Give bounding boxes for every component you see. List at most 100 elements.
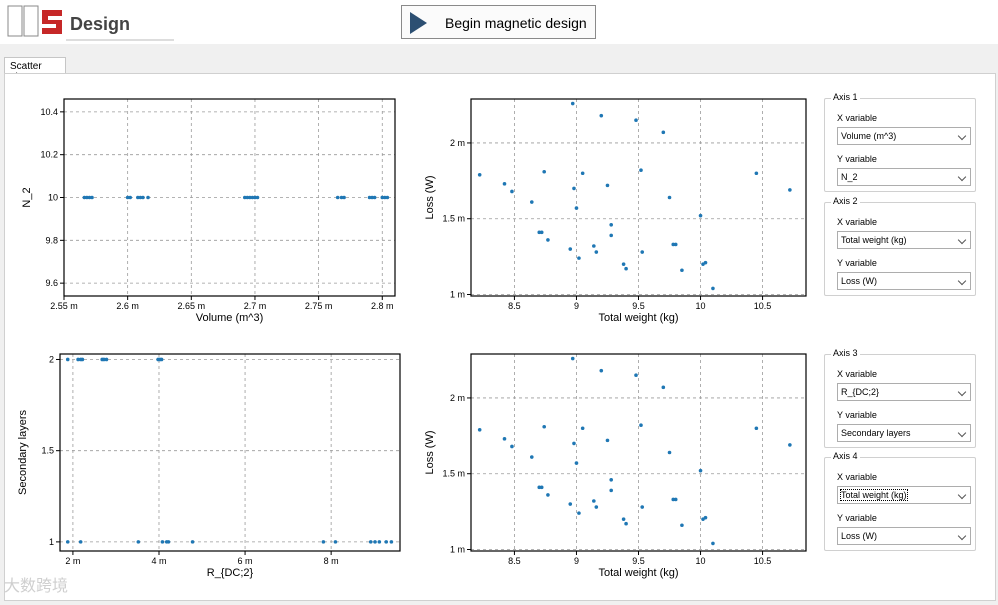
data-point (673, 242, 678, 247)
data-point (609, 222, 614, 227)
data-point (65, 357, 70, 362)
data-point (542, 424, 547, 429)
plot-frame (470, 98, 807, 297)
data-point (539, 485, 544, 490)
x-tick-label: 8.5 (508, 556, 521, 566)
data-point (624, 521, 628, 526)
data-point (572, 186, 576, 191)
x-variable-select[interactable]: Total weight (kg) (837, 231, 971, 249)
data-point (128, 195, 132, 200)
data-point (711, 286, 715, 291)
y-tick-label: 10 (48, 193, 58, 203)
data-point (477, 172, 482, 177)
data-point (621, 517, 626, 521)
begin-magnetic-design-button[interactable]: Begin magnetic design (401, 5, 596, 39)
x-variable-value: Total weight (kg) (840, 489, 908, 501)
x-tick-label: 4 m (151, 556, 166, 566)
data-point (703, 515, 708, 520)
x-variable-select[interactable]: Volume (m^3) (837, 127, 971, 145)
axis-group-1: Axis 1 X variable Volume (m^3) Y variable N_… (824, 92, 976, 192)
x-variable-select[interactable]: Total weight (kg) (837, 486, 971, 504)
data-point (333, 540, 338, 544)
data-point (698, 213, 703, 218)
data-point (570, 356, 575, 361)
axis-group-2: Axis 2 X variable Total weight (kg) Y varia… (824, 196, 976, 296)
data-point (634, 118, 638, 123)
x-tick-label: 9 (574, 556, 579, 566)
y-tick-label: 2 m (450, 138, 465, 148)
data-point (639, 168, 643, 173)
data-point (253, 195, 257, 200)
y-tick-label: 10.2 (40, 150, 58, 160)
data-point (125, 195, 130, 200)
data-point (339, 195, 344, 200)
y-variable-select[interactable]: Loss (W) (837, 272, 971, 290)
data-point (477, 427, 482, 432)
data-point (680, 268, 684, 273)
data-point (367, 195, 372, 200)
x-axis-label: Total weight (kg) (598, 567, 678, 579)
y-variable-value: Loss (W) (841, 276, 877, 286)
data-point (568, 502, 573, 506)
data-point (572, 441, 576, 446)
data-point (667, 195, 672, 200)
y-variable-select[interactable]: Secondary layers (837, 424, 971, 442)
data-point (383, 195, 387, 200)
y-tick-label: 1 (49, 537, 54, 547)
data-point (609, 488, 614, 493)
y-tick-label: 9.8 (45, 235, 58, 245)
data-point (76, 357, 80, 362)
data-point (671, 242, 676, 247)
x-tick-label: 2.7 m (244, 301, 267, 311)
data-point (370, 195, 374, 200)
x-axis-label: Volume (m^3) (196, 312, 264, 324)
data-point (680, 523, 684, 528)
axis-group-title: Axis 4 (831, 451, 860, 461)
plot-area (60, 354, 400, 551)
data-point (368, 540, 373, 544)
data-point (592, 244, 596, 248)
x-tick-label: 9.5 (632, 556, 645, 566)
data-point (580, 426, 585, 431)
data-point (250, 195, 255, 200)
data-point (788, 188, 792, 192)
y-tick-label: 1.5 m (442, 469, 465, 479)
data-point (577, 511, 581, 515)
y-variable-select[interactable]: N_2 (837, 168, 971, 186)
data-point (537, 230, 542, 235)
x-tick-label: 2.8 m (371, 301, 394, 311)
data-point (577, 256, 581, 260)
data-point (788, 443, 792, 447)
y-variable-select[interactable]: Loss (W) (837, 527, 971, 545)
data-point (599, 368, 604, 373)
x-tick-label: 2.65 m (178, 301, 206, 311)
data-point (510, 444, 514, 449)
data-point (141, 195, 145, 200)
x-tick-label: 9.5 (632, 301, 645, 311)
data-point (703, 260, 708, 265)
y-tick-label: 1 m (450, 289, 465, 299)
app-logo (7, 5, 174, 41)
x-tick-label: 6 m (238, 556, 253, 566)
x-variable-value: R_{DC;2} (841, 387, 880, 397)
data-point (372, 195, 377, 200)
data-point (245, 195, 250, 200)
x-variable-select[interactable]: R_{DC;2} (837, 383, 971, 401)
data-point (138, 195, 143, 200)
data-point (592, 499, 596, 503)
data-point (385, 195, 390, 200)
x-variable-label: X variable (837, 369, 878, 379)
x-tick-label: 10 (696, 301, 706, 311)
data-point (248, 195, 252, 200)
data-point (594, 250, 599, 254)
data-point (667, 450, 672, 455)
chevron-down-icon (957, 387, 967, 397)
data-point (594, 505, 599, 509)
x-tick-label: 10.5 (754, 301, 772, 311)
x-variable-value: Volume (m^3) (841, 131, 897, 141)
data-point (568, 247, 573, 251)
chevron-down-icon (957, 531, 967, 541)
data-point (377, 540, 382, 544)
y-tick-label: 2 (49, 354, 54, 364)
